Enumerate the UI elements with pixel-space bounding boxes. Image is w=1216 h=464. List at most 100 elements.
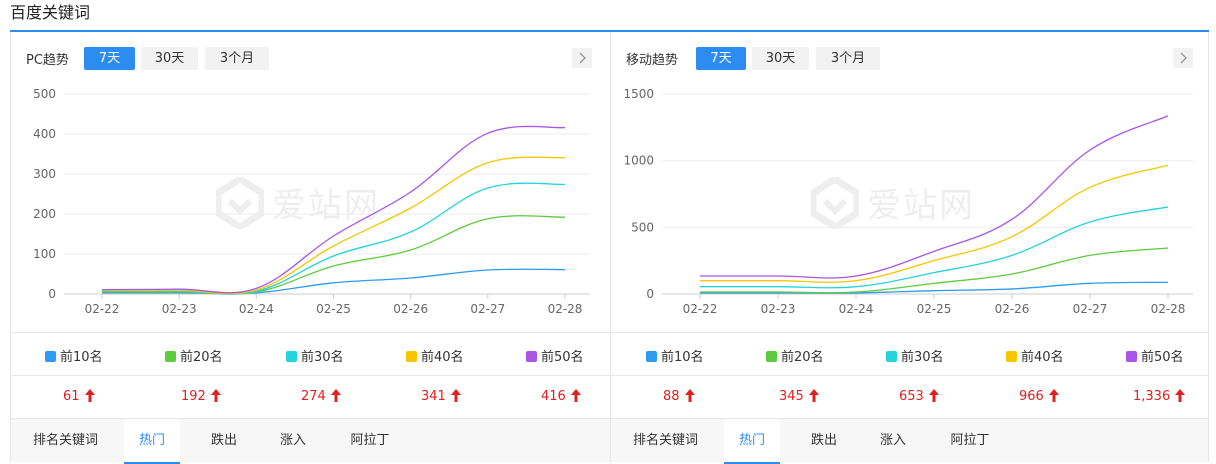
legend-item[interactable]: 前20名 xyxy=(165,346,223,365)
legend-item[interactable]: 前50名 xyxy=(1126,346,1184,365)
total-value: 192 xyxy=(181,389,221,406)
legend-item[interactable]: 前40名 xyxy=(1006,346,1064,365)
legend-item[interactable]: 前10名 xyxy=(45,346,103,365)
next-arrow-button[interactable] xyxy=(1173,48,1193,68)
tab-3[interactable]: 涨入 xyxy=(879,433,906,448)
legend-label: 前30名 xyxy=(901,350,944,365)
legend-swatch xyxy=(1006,351,1017,362)
range-button-1[interactable]: 30天 xyxy=(141,47,198,70)
legend-item[interactable]: 前50名 xyxy=(526,346,584,365)
legend-swatch xyxy=(886,351,897,362)
range-button-0[interactable]: 7天 xyxy=(696,47,746,70)
tab-4[interactable]: 阿拉丁 xyxy=(950,433,990,448)
tab-1[interactable]: 热门 xyxy=(724,419,780,464)
tab-3[interactable]: 涨入 xyxy=(279,433,306,448)
series-line-4 xyxy=(700,115,1169,279)
y-tick-label: 500 xyxy=(631,220,654,234)
range-button-0[interactable]: 7天 xyxy=(84,47,135,70)
chevron-right-icon xyxy=(1180,52,1187,64)
mobile-trend-panel: 移动趋势 7天 30天 3个月 爱站网 0 500 1000 1500 02-22 02-23 02-… xyxy=(610,32,1209,464)
legend-item[interactable]: 前30名 xyxy=(886,346,944,365)
trend-label: 移动趋势 xyxy=(626,53,679,68)
x-tick-label: 02-27 xyxy=(1073,302,1108,316)
up-arrow-icon xyxy=(450,389,461,406)
legend-label: 前10名 xyxy=(60,350,103,365)
x-tick-label: 02-22 xyxy=(85,302,120,316)
x-tick-label: 02-25 xyxy=(917,302,952,316)
trend-line-chart: 0 500 1000 1500 02-22 02-23 02-24 02-25 02-26 02-… xyxy=(623,87,1193,316)
up-arrow-icon xyxy=(1048,389,1059,406)
x-tick-label: 02-26 xyxy=(995,302,1030,316)
y-tick-label: 300 xyxy=(33,167,56,181)
up-arrow-icon xyxy=(928,389,939,406)
legend-label: 前20名 xyxy=(781,350,824,365)
y-tick-label: 500 xyxy=(33,87,56,101)
legend-item[interactable]: 前10名 xyxy=(646,346,704,365)
total-number: 61 xyxy=(63,389,80,404)
y-tick-label: 1500 xyxy=(623,87,654,101)
title-underline xyxy=(10,30,1209,32)
totals-row: 61 192 274 341 416 xyxy=(11,375,610,418)
tab-2[interactable]: 跌出 xyxy=(210,433,237,448)
next-arrow-button[interactable] xyxy=(572,48,592,68)
tab-4[interactable]: 阿拉丁 xyxy=(350,433,390,448)
y-tick-label: 200 xyxy=(33,207,56,221)
up-arrow-icon xyxy=(1175,389,1186,406)
range-button-1[interactable]: 30天 xyxy=(752,47,809,70)
x-tick-label: 02-28 xyxy=(1151,302,1186,316)
up-arrow-icon xyxy=(330,389,341,406)
legend-item[interactable]: 前40名 xyxy=(406,346,464,365)
range-button-2[interactable]: 3个月 xyxy=(205,47,269,70)
tab-0[interactable]: 排名关键词 xyxy=(632,433,698,448)
chevron-right-icon xyxy=(579,52,586,64)
pc-trend-panel: PC趋势 7天 30天 3个月 爱站网 0 100 200 300 400 500 02-22 02-2… xyxy=(10,32,611,464)
total-number: 192 xyxy=(181,389,206,404)
total-value: 345 xyxy=(779,389,819,406)
legend: 前10名 前20名 前30名 前40名 前50名 xyxy=(611,332,1208,375)
up-arrow-icon xyxy=(684,389,695,406)
legend-item[interactable]: 前20名 xyxy=(766,346,824,365)
y-tick-label: 1000 xyxy=(623,154,654,168)
y-tick-label: 100 xyxy=(33,247,56,261)
series-line-2 xyxy=(102,182,566,295)
trend-label: PC趋势 xyxy=(26,53,69,68)
total-value: 653 xyxy=(899,389,939,406)
legend-label: 前50名 xyxy=(1141,350,1184,365)
y-tick-label: 0 xyxy=(646,287,654,301)
x-tick-label: 02-25 xyxy=(316,302,351,316)
legend-swatch xyxy=(526,351,537,362)
x-tick-label: 02-27 xyxy=(470,302,505,316)
total-number: 345 xyxy=(779,389,804,404)
legend-swatch xyxy=(1126,351,1137,362)
x-tick-label: 02-23 xyxy=(761,302,796,316)
total-number: 966 xyxy=(1019,389,1044,404)
series-line-3 xyxy=(101,156,566,295)
tab-0[interactable]: 排名关键词 xyxy=(32,433,98,448)
x-tick-label: 02-23 xyxy=(162,302,197,316)
range-button-2[interactable]: 3个月 xyxy=(816,47,880,70)
tab-2[interactable]: 跌出 xyxy=(810,433,837,448)
series-line-0 xyxy=(102,268,566,295)
x-tick-label: 02-24 xyxy=(239,302,274,316)
total-number: 416 xyxy=(541,389,566,404)
total-value: 416 xyxy=(541,389,581,406)
series-line-1 xyxy=(102,215,566,295)
legend-swatch xyxy=(165,351,176,362)
legend-item[interactable]: 前30名 xyxy=(286,346,344,365)
legend-swatch xyxy=(406,351,417,362)
series-line-3 xyxy=(700,164,1169,283)
up-arrow-icon xyxy=(84,389,95,406)
legend-label: 前30名 xyxy=(301,350,344,365)
legend-label: 前10名 xyxy=(661,350,704,365)
up-arrow-icon xyxy=(808,389,819,406)
legend-swatch xyxy=(45,351,56,362)
legend-label: 前40名 xyxy=(421,350,464,365)
watermark-logo-icon xyxy=(214,174,266,238)
series-line-4 xyxy=(101,125,566,294)
x-tick-label: 02-28 xyxy=(548,302,583,316)
y-tick-label: 400 xyxy=(33,127,56,141)
legend-swatch xyxy=(286,351,297,362)
page-title: 百度关键词 xyxy=(10,3,91,22)
up-arrow-icon xyxy=(210,389,221,406)
tab-1[interactable]: 热门 xyxy=(124,419,180,464)
